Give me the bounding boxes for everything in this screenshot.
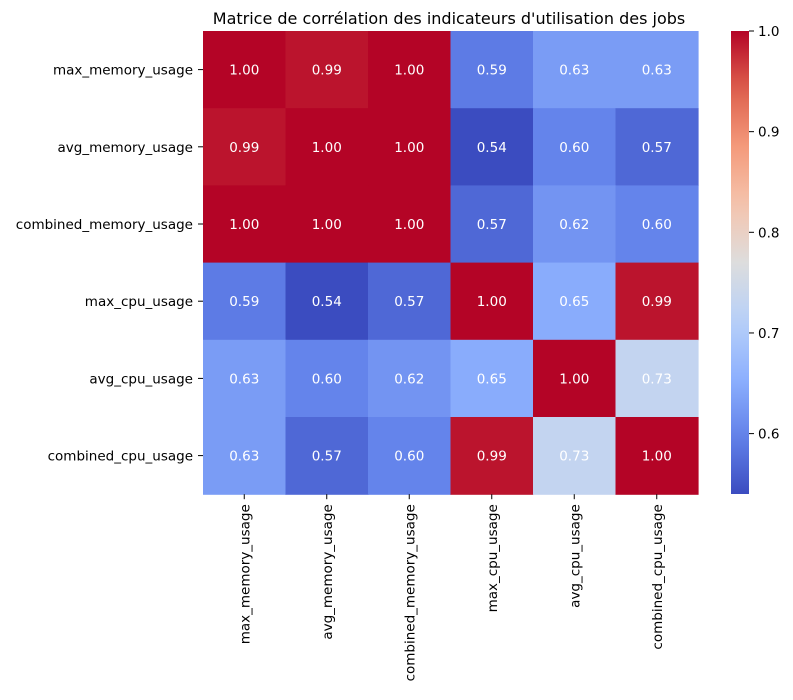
heatmap-cell bbox=[285, 185, 369, 264]
cell-value-label: 1.00 bbox=[312, 217, 342, 233]
heatmap-cell bbox=[368, 262, 452, 341]
heatmap-cell bbox=[203, 31, 287, 109]
cell-annotations: 1.00 0.99 1.00 0.59 0.63 0.63 0.99 1.00 1.00 0.54… bbox=[229, 63, 672, 465]
x-tick-label: max_cpu_usage bbox=[485, 504, 501, 612]
cell-value-label: 0.65 bbox=[559, 294, 589, 310]
y-tick-label: combined_cpu_usage bbox=[48, 449, 193, 465]
heatmap-cell bbox=[615, 185, 699, 264]
heatmap-cell bbox=[285, 262, 369, 341]
column-labels: max_memory_usage avg_memory_usage combined… bbox=[237, 494, 666, 681]
heatmap-cell bbox=[533, 417, 617, 495]
colorbar-bar bbox=[731, 31, 749, 494]
heatmap-cell bbox=[615, 339, 699, 418]
heatmap-cell bbox=[450, 185, 534, 264]
cell-value-label: 0.59 bbox=[229, 294, 259, 310]
y-tick-label: avg_cpu_usage bbox=[89, 371, 193, 387]
cell-value-label: 0.63 bbox=[642, 63, 672, 79]
heatmap-cell bbox=[368, 417, 452, 495]
heatmap-cell bbox=[203, 185, 287, 264]
cell-value-label: 0.54 bbox=[477, 140, 507, 156]
cell-value-label: 0.57 bbox=[642, 140, 672, 156]
x-tick-label: combined_cpu_usage bbox=[650, 504, 666, 649]
chart-title: Matrice de corrélation des indicateurs d… bbox=[213, 9, 685, 28]
heatmap-cell bbox=[533, 339, 617, 418]
y-tick-label: max_memory_usage bbox=[53, 63, 193, 79]
cell-value-label: 0.73 bbox=[559, 449, 589, 465]
cell-value-label: 0.65 bbox=[477, 371, 507, 387]
cell-value-label: 0.57 bbox=[312, 449, 342, 465]
cell-value-label: 0.57 bbox=[394, 294, 424, 310]
heatmap-cell bbox=[285, 417, 369, 495]
heatmap-cell bbox=[203, 262, 287, 341]
colorbar: 0.6 0.7 0.8 0.9 1.0 bbox=[731, 24, 779, 494]
cell-value-label: 1.00 bbox=[477, 294, 507, 310]
heatmap-cell bbox=[533, 262, 617, 341]
heatmap-cells bbox=[203, 31, 699, 495]
y-tick-label: max_cpu_usage bbox=[85, 294, 193, 310]
cell-value-label: 0.60 bbox=[312, 371, 342, 387]
heatmap-cell bbox=[203, 108, 287, 186]
x-tick-label: max_memory_usage bbox=[237, 504, 253, 644]
y-tick-label: avg_memory_usage bbox=[58, 140, 193, 156]
cell-value-label: 0.99 bbox=[642, 294, 672, 310]
heatmap-cell bbox=[615, 31, 699, 109]
cell-value-label: 0.99 bbox=[477, 449, 507, 465]
x-tick-label: avg_memory_usage bbox=[320, 504, 336, 639]
cell-value-label: 0.62 bbox=[559, 217, 589, 233]
cell-value-label: 1.00 bbox=[394, 217, 424, 233]
cell-value-label: 0.60 bbox=[394, 449, 424, 465]
cell-value-label: 0.99 bbox=[229, 140, 259, 156]
colorbar-tick-label: 0.6 bbox=[758, 427, 779, 443]
heatmap-cell bbox=[203, 339, 287, 418]
cell-value-label: 1.00 bbox=[312, 140, 342, 156]
cell-value-label: 1.00 bbox=[559, 371, 589, 387]
heatmap-cell bbox=[615, 108, 699, 186]
cell-value-label: 1.00 bbox=[642, 449, 672, 465]
x-tick-label: avg_cpu_usage bbox=[567, 504, 583, 608]
x-tick-label: combined_memory_usage bbox=[402, 504, 418, 681]
heatmap-cell bbox=[615, 262, 699, 341]
colorbar-tick-label: 1.0 bbox=[758, 24, 779, 40]
heatmap-cell bbox=[368, 339, 452, 418]
heatmap-cell bbox=[450, 31, 534, 109]
heatmap-cell bbox=[368, 31, 452, 109]
cell-value-label: 0.99 bbox=[312, 63, 342, 79]
heatmap-cell bbox=[450, 417, 534, 495]
heatmap-cell bbox=[533, 108, 617, 186]
heatmap-cell bbox=[285, 339, 369, 418]
cell-value-label: 0.59 bbox=[477, 63, 507, 79]
cell-value-label: 1.00 bbox=[229, 217, 259, 233]
row-labels: max_memory_usage avg_memory_usage combined… bbox=[16, 63, 203, 465]
colorbar-tick-label: 0.7 bbox=[758, 326, 779, 342]
cell-value-label: 0.62 bbox=[394, 371, 424, 387]
heatmap-cell bbox=[450, 108, 534, 186]
cell-value-label: 0.63 bbox=[559, 63, 589, 79]
heatmap-cell bbox=[450, 262, 534, 341]
cell-value-label: 1.00 bbox=[229, 63, 259, 79]
heatmap-cell bbox=[285, 108, 369, 186]
heatmap-cell bbox=[450, 339, 534, 418]
heatmap-cell bbox=[285, 31, 369, 109]
cell-value-label: 0.73 bbox=[642, 371, 672, 387]
heatmap-cell bbox=[533, 31, 617, 109]
cell-value-label: 1.00 bbox=[394, 63, 424, 79]
heatmap-cell bbox=[615, 417, 699, 495]
cell-value-label: 0.60 bbox=[559, 140, 589, 156]
heatmap-cell bbox=[203, 417, 287, 495]
heatmap-cell bbox=[533, 185, 617, 264]
cell-value-label: 0.54 bbox=[312, 294, 342, 310]
cell-value-label: 0.60 bbox=[642, 217, 672, 233]
colorbar-tick-label: 0.8 bbox=[758, 225, 779, 241]
cell-value-label: 1.00 bbox=[394, 140, 424, 156]
colorbar-tick-label: 0.9 bbox=[758, 125, 779, 141]
cell-value-label: 0.63 bbox=[229, 449, 259, 465]
y-tick-label: combined_memory_usage bbox=[16, 217, 193, 233]
heatmap-cell bbox=[368, 108, 452, 186]
heatmap-cell bbox=[368, 185, 452, 264]
cell-value-label: 0.63 bbox=[229, 371, 259, 387]
cell-value-label: 0.57 bbox=[477, 217, 507, 233]
